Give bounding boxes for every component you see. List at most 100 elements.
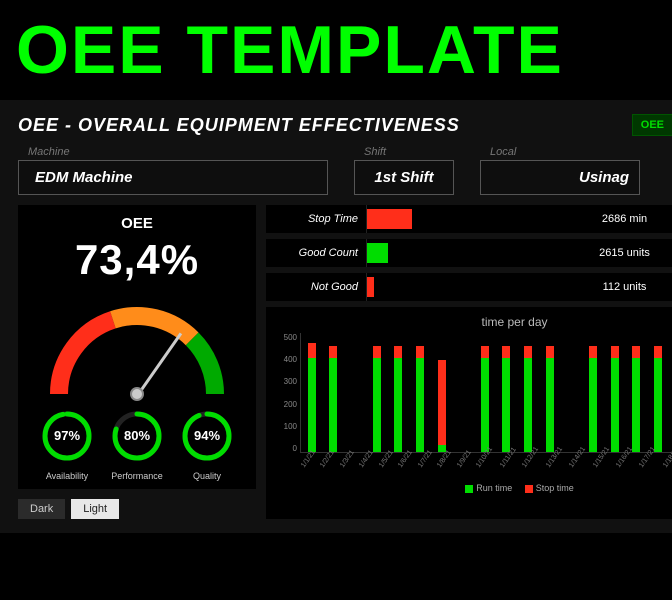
filter-shift-label: Shift bbox=[354, 146, 454, 158]
chart-y-axis: 500 400 300 200 100 0 bbox=[274, 333, 300, 453]
chart-legend: Run time Stop time bbox=[274, 483, 672, 493]
filter-shift-value[interactable]: 1st Shift bbox=[354, 160, 454, 195]
chart-x-axis: 1/1/211/2/211/3/211/4/211/5/211/6/211/7/… bbox=[274, 455, 672, 473]
filter-machine: Machine EDM Machine bbox=[18, 146, 328, 195]
stop-segment bbox=[438, 360, 446, 445]
day-column bbox=[476, 346, 494, 452]
run-segment bbox=[502, 358, 510, 452]
ring-label: Performance bbox=[102, 471, 172, 481]
y-tick: 400 bbox=[284, 355, 297, 364]
y-tick: 0 bbox=[293, 444, 297, 453]
svg-text:80%: 80% bbox=[124, 428, 150, 443]
ring-label: Availability bbox=[32, 471, 102, 481]
run-segment bbox=[394, 358, 402, 452]
oee-title: OEE bbox=[26, 215, 248, 232]
gauge-needle-cap bbox=[130, 387, 144, 401]
chart-bars bbox=[300, 333, 672, 453]
oee-value: 73,4% bbox=[26, 236, 248, 284]
bar-value: 2615 units bbox=[486, 247, 672, 259]
filter-machine-value[interactable]: EDM Machine bbox=[18, 160, 328, 195]
sub-metric-availability: 97% Availability bbox=[32, 410, 102, 481]
sub-metric-performance: 80% Performance bbox=[102, 410, 172, 481]
stop-segment bbox=[589, 346, 597, 358]
day-column bbox=[411, 346, 429, 452]
svg-text:94%: 94% bbox=[194, 428, 220, 443]
oee-card: OEE 73,4% 97% Availability 80% Performan… bbox=[18, 205, 256, 489]
bar-name: Stop Time bbox=[266, 213, 366, 225]
stop-segment bbox=[502, 346, 510, 358]
filter-local: Local Usinag bbox=[480, 146, 640, 195]
run-segment bbox=[524, 358, 532, 452]
stop-segment bbox=[632, 346, 640, 358]
day-column bbox=[303, 343, 321, 452]
run-segment bbox=[654, 358, 662, 452]
bar-fill bbox=[367, 243, 388, 263]
day-column bbox=[541, 346, 559, 452]
left-column: OEE 73,4% 97% Availability 80% Performan… bbox=[18, 205, 256, 519]
day-column bbox=[433, 360, 451, 452]
y-tick: 500 bbox=[284, 333, 297, 342]
theme-dark-button[interactable]: Dark bbox=[18, 499, 65, 519]
stop-segment bbox=[373, 346, 381, 358]
bar-track bbox=[366, 273, 486, 301]
chart-area: 500 400 300 200 100 0 bbox=[274, 333, 672, 453]
banner-title: OEE TEMPLATE bbox=[16, 11, 564, 89]
bar-name: Good Count bbox=[266, 247, 366, 259]
filter-machine-label: Machine bbox=[18, 146, 328, 158]
day-column bbox=[584, 346, 602, 452]
legend-stop-label: Stop time bbox=[536, 483, 574, 493]
oee-button[interactable]: OEE bbox=[632, 114, 672, 136]
gauge-svg bbox=[42, 290, 232, 400]
y-tick: 200 bbox=[284, 400, 297, 409]
bar-fill bbox=[367, 277, 374, 297]
day-column bbox=[649, 346, 667, 452]
legend-stop-swatch bbox=[525, 485, 533, 493]
bar-fill bbox=[367, 209, 412, 229]
day-column bbox=[519, 346, 537, 452]
stop-segment bbox=[546, 346, 554, 358]
day-column bbox=[498, 346, 516, 452]
stop-segment bbox=[394, 346, 402, 358]
chart-title: time per day bbox=[274, 315, 672, 329]
day-column bbox=[390, 346, 408, 452]
theme-light-button[interactable]: Light bbox=[71, 499, 119, 519]
banner: OEE TEMPLATE bbox=[0, 0, 672, 100]
run-segment bbox=[611, 358, 619, 452]
oee-gauge bbox=[42, 290, 232, 400]
right-column: Stop Time 2686 min Good Count 2615 units N… bbox=[266, 205, 672, 519]
stop-segment bbox=[654, 346, 662, 358]
stop-segment bbox=[611, 346, 619, 358]
filter-shift: Shift 1st Shift bbox=[354, 146, 454, 195]
y-tick: 100 bbox=[284, 422, 297, 431]
stop-segment bbox=[416, 346, 424, 358]
dashboard-panel: OEE - OVERALL EQUIPMENT EFFECTIVENESS OE… bbox=[0, 100, 672, 533]
bar-name: Not Good bbox=[266, 281, 366, 293]
day-column bbox=[325, 346, 343, 452]
sub-metrics-row: 97% Availability 80% Performance 94% Qua… bbox=[26, 410, 248, 481]
run-segment bbox=[481, 358, 489, 452]
title-row: OEE - OVERALL EQUIPMENT EFFECTIVENESS OE… bbox=[18, 114, 654, 136]
run-segment bbox=[632, 358, 640, 452]
summary-bars: Stop Time 2686 min Good Count 2615 units N… bbox=[266, 205, 672, 301]
stop-segment bbox=[481, 346, 489, 358]
stop-segment bbox=[329, 346, 337, 358]
stop-segment bbox=[524, 346, 532, 358]
ring-icon: 94% bbox=[181, 410, 233, 462]
bar-row: Good Count 2615 units bbox=[266, 239, 672, 267]
svg-text:97%: 97% bbox=[54, 428, 80, 443]
bar-value: 112 units bbox=[486, 281, 672, 293]
ring-icon: 97% bbox=[41, 410, 93, 462]
bar-row: Stop Time 2686 min bbox=[266, 205, 672, 233]
run-segment bbox=[308, 358, 316, 452]
y-tick: 300 bbox=[284, 377, 297, 386]
filter-local-value[interactable]: Usinag bbox=[480, 160, 640, 195]
bar-value: 2686 min bbox=[486, 213, 672, 225]
content-grid: OEE 73,4% 97% Availability 80% Performan… bbox=[18, 205, 654, 519]
filter-row: Machine EDM Machine Shift 1st Shift Loca… bbox=[18, 146, 654, 195]
ring-label: Quality bbox=[172, 471, 242, 481]
page-title: OEE - OVERALL EQUIPMENT EFFECTIVENESS bbox=[18, 115, 460, 136]
bar-row: Not Good 112 units bbox=[266, 273, 672, 301]
legend-run-swatch bbox=[465, 485, 473, 493]
filter-local-label: Local bbox=[480, 146, 640, 158]
day-column bbox=[606, 346, 624, 452]
